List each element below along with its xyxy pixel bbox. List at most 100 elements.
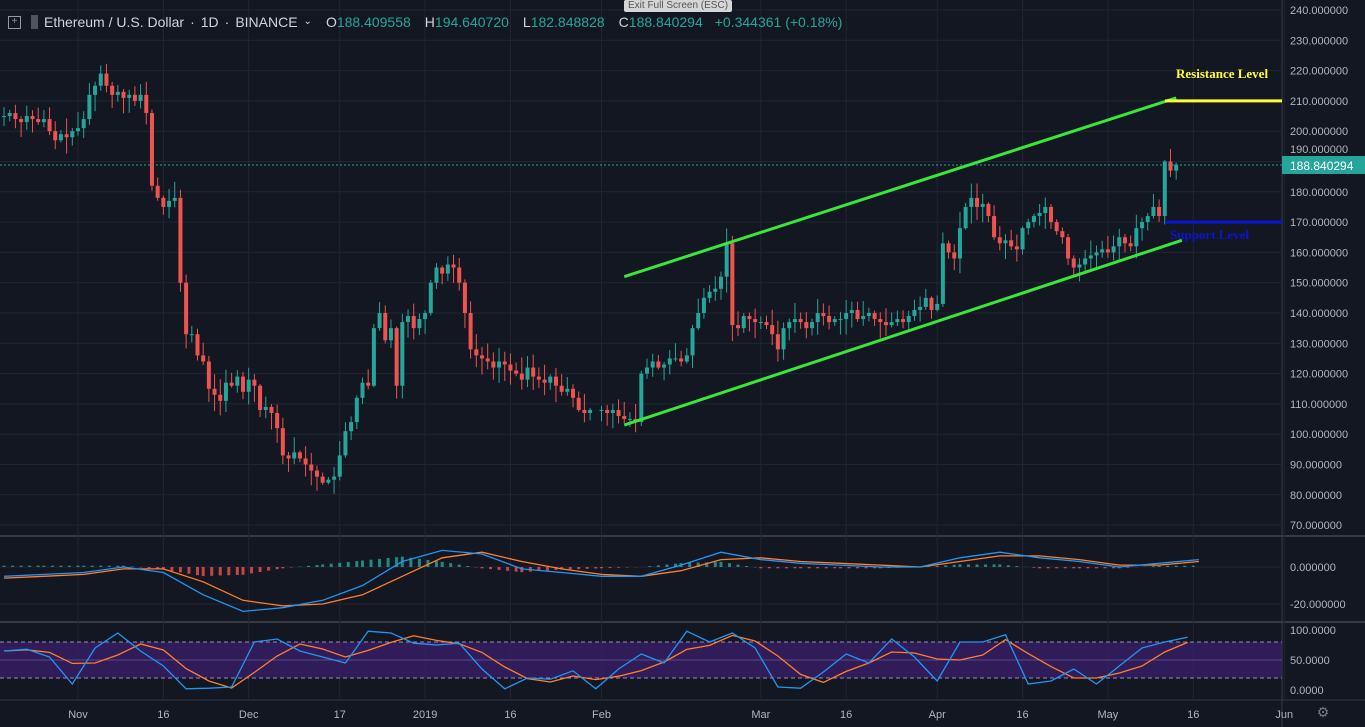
candle-body <box>975 197 980 207</box>
x-tick-label: Mar <box>751 709 770 721</box>
candle <box>741 313 746 333</box>
candle-body <box>1026 222 1031 229</box>
candle <box>81 111 86 139</box>
open-value: 188.409558 <box>336 14 411 30</box>
candle-body <box>679 358 684 362</box>
candle-body <box>258 385 263 410</box>
candle-body <box>912 309 917 317</box>
candle-body <box>269 406 274 413</box>
candle <box>195 328 200 361</box>
y-tick-label: 210.000000 <box>1290 96 1348 108</box>
candle <box>47 107 52 136</box>
macd-histogram-bar <box>984 564 988 567</box>
candle <box>13 104 18 129</box>
settings-gear-icon[interactable]: ⚙ <box>1317 704 1330 720</box>
candle <box>758 316 763 329</box>
macd-histogram-bar <box>776 567 780 569</box>
candle <box>320 472 325 485</box>
x-tick-label: 16 <box>1187 709 1199 721</box>
candle-body <box>935 303 940 310</box>
candle <box>673 343 678 362</box>
macd-histogram-bar <box>235 567 239 575</box>
candle <box>491 352 496 380</box>
candle <box>975 183 980 220</box>
macd-histogram-bar <box>856 567 860 569</box>
candle-body <box>286 455 291 459</box>
interval[interactable]: 1D <box>200 14 219 30</box>
macd-histogram-bar <box>585 567 589 569</box>
candle-body <box>366 382 371 386</box>
macd-histogram-bar <box>1112 567 1116 569</box>
high-label: H <box>424 14 435 30</box>
macd-histogram-bar <box>745 565 749 567</box>
candle <box>1157 199 1162 222</box>
candle-body <box>497 361 502 368</box>
candle <box>7 109 12 122</box>
candle <box>804 312 809 339</box>
candle <box>730 236 735 341</box>
candle-body <box>423 313 428 320</box>
macd-histogram-bar <box>958 564 962 567</box>
candle <box>309 452 314 486</box>
candle <box>565 376 570 396</box>
candle-body <box>81 119 86 129</box>
candle-body <box>201 355 206 362</box>
candle-body <box>952 252 957 259</box>
candle-body <box>901 319 906 323</box>
macd-histogram-bar <box>156 567 160 570</box>
candle <box>280 417 285 465</box>
low-value: 182.848828 <box>530 14 605 30</box>
macd-histogram-bar <box>457 564 461 567</box>
candle <box>883 308 888 336</box>
candle-body <box>980 203 985 207</box>
x-tick-label: 17 <box>334 709 346 721</box>
macd-histogram-bar <box>847 567 851 569</box>
macd-histogram-bar <box>28 565 32 567</box>
candle-body <box>1048 206 1053 223</box>
chevron-down-icon[interactable]: ⌄ <box>303 16 312 27</box>
candle <box>167 189 172 219</box>
candle-body <box>571 388 576 398</box>
candle <box>104 63 109 93</box>
candle <box>610 403 615 429</box>
candle <box>639 370 644 427</box>
candle-body <box>787 322 792 329</box>
candle <box>275 404 280 443</box>
candle <box>969 183 974 224</box>
candle <box>110 81 115 109</box>
candle <box>946 240 951 259</box>
candle-body <box>235 376 240 386</box>
candle-body <box>1009 240 1014 247</box>
macd-histogram-bar <box>76 565 80 567</box>
candle-body <box>184 282 189 335</box>
candle <box>662 362 667 381</box>
candle-body <box>815 313 820 323</box>
candle-body <box>223 382 228 401</box>
macd-histogram-bar <box>440 561 444 567</box>
candle-body <box>730 243 735 326</box>
macd-histogram-bar <box>966 564 970 567</box>
candle <box>1054 219 1059 235</box>
candle <box>497 348 502 383</box>
candle-body <box>309 464 314 471</box>
exchange[interactable]: BINANCE <box>235 14 298 30</box>
candle <box>588 407 593 421</box>
macd-histogram-bar <box>599 567 603 569</box>
macd-histogram-bar <box>728 563 732 567</box>
candle <box>718 271 723 300</box>
macd-histogram-bar <box>793 567 797 569</box>
macd-histogram-bar <box>673 563 677 567</box>
candle <box>349 416 354 441</box>
candle <box>536 367 541 388</box>
candle <box>93 81 98 112</box>
expand-icon[interactable]: + <box>8 15 21 29</box>
candle <box>531 354 536 390</box>
stoch-tick-label: 0.0000 <box>1290 685 1324 697</box>
symbol-name[interactable]: Ethereum / U.S. Dollar <box>44 14 185 30</box>
candle-body <box>718 276 723 289</box>
macd-histogram-bar <box>67 565 71 567</box>
candle-body <box>41 119 46 123</box>
candle-body <box>195 334 200 356</box>
candle-body <box>104 73 109 86</box>
